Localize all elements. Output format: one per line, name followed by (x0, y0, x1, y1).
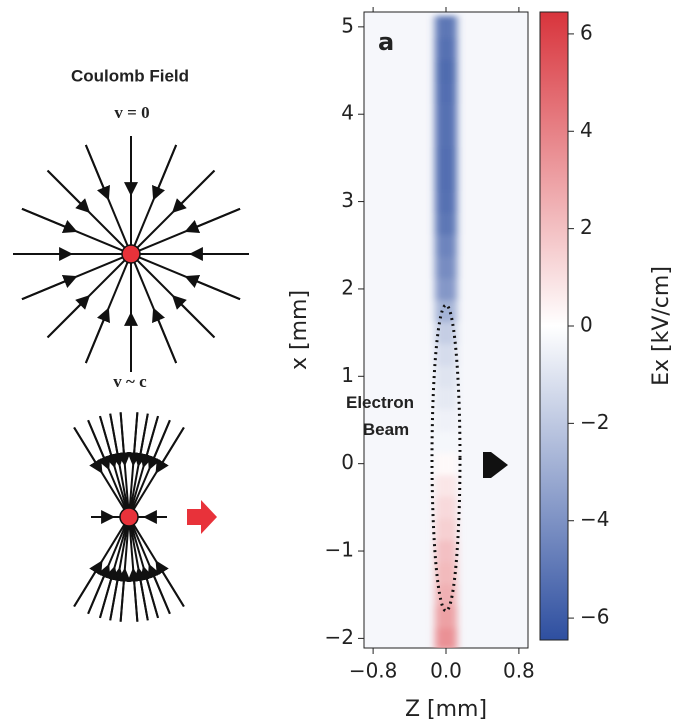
y-axis-label: x [mm] (287, 290, 312, 370)
field-cell (435, 103, 457, 126)
field-line (140, 565, 159, 619)
colorbar-tick-label: 6 (580, 20, 593, 44)
field-line (109, 413, 125, 468)
field-cell (435, 299, 457, 323)
field-line (99, 565, 118, 619)
field-cell (435, 561, 457, 585)
field-line (84, 307, 110, 364)
state-label: v ~ c (113, 372, 147, 391)
field-map (435, 15, 457, 648)
field-line (116, 567, 131, 622)
colorbar-label: Ex [kV/cm] (649, 266, 674, 386)
charge (121, 244, 141, 264)
colorbar-tick-label: −6 (580, 605, 609, 629)
beam-outline (430, 303, 462, 613)
y-tick-label: 2 (341, 275, 354, 299)
colorbar-tick-label: −4 (580, 507, 609, 531)
colorbar-tick-label: −2 (580, 410, 609, 434)
colorbar-tick-label: 0 (580, 313, 593, 337)
x-tick-label: 0.0 (430, 659, 462, 683)
field-cell (435, 125, 457, 148)
field-cell (435, 474, 457, 497)
field-cell (435, 518, 457, 541)
field-line (152, 307, 178, 364)
field-cell (435, 146, 457, 170)
coulomb-diagram: Coulomb Field v = 0 v ~ c (13, 66, 249, 622)
field-cell (435, 430, 457, 454)
field-line (99, 415, 118, 469)
colorbar (539, 11, 569, 641)
field-cell (435, 278, 457, 301)
field-line (152, 144, 178, 201)
field-line (46, 169, 91, 214)
field-cell (435, 496, 457, 519)
colorbar-tick-label: 2 (580, 215, 593, 239)
field-cell (435, 59, 457, 82)
field-line (127, 567, 142, 622)
field-cell (435, 409, 457, 432)
field-line (155, 560, 185, 608)
field-line (109, 566, 125, 621)
y-tick-label: 5 (341, 13, 354, 37)
field-cell (435, 37, 457, 61)
y-tick-label: −1 (325, 538, 354, 562)
field-line (87, 563, 111, 615)
field-line (127, 412, 142, 467)
field-line (184, 275, 241, 301)
field-cell (435, 256, 457, 279)
field-line (116, 412, 131, 467)
beam-arrow (483, 452, 508, 478)
field-line (133, 566, 149, 621)
field-line (184, 207, 241, 233)
field-line (73, 426, 103, 474)
panel-label: a (378, 28, 394, 56)
field-cell (435, 212, 457, 235)
field-line (21, 275, 78, 301)
field-line (133, 413, 149, 468)
field-line (21, 207, 78, 233)
field-cell (435, 81, 457, 104)
field-cell (435, 387, 457, 410)
y-tick-label: 3 (341, 188, 354, 212)
field-cell (435, 605, 457, 628)
y-tick-label: 1 (341, 363, 354, 387)
field-line (46, 294, 91, 339)
y-tick-label: 4 (341, 101, 354, 125)
y-tick-label: −2 (325, 625, 354, 649)
colorbar-tick-label: 4 (580, 118, 593, 142)
annotation: Electron Beam (346, 393, 414, 439)
charge (119, 507, 139, 527)
field-cell (435, 168, 457, 192)
field-cell (435, 452, 457, 476)
field-cell (435, 190, 457, 213)
field-line (147, 563, 171, 615)
field-cell (435, 15, 457, 39)
field-line (87, 419, 111, 471)
field-line (140, 415, 159, 469)
state-label: v = 0 (114, 103, 149, 122)
x-tick-label: −0.8 (349, 659, 398, 683)
x-tick-label: 0.8 (503, 659, 535, 683)
field-line (171, 169, 216, 214)
direction-arrow (187, 500, 217, 534)
field-line (155, 426, 185, 474)
field-line (84, 144, 110, 201)
y-tick-label: 0 (341, 450, 354, 474)
field-line (147, 419, 171, 471)
field-cell (435, 343, 457, 366)
field-cell (435, 583, 457, 607)
diagram-title: Coulomb Field (71, 66, 189, 85)
field-cell (435, 540, 457, 563)
field-cell (435, 627, 457, 648)
field-cell (435, 321, 457, 345)
field-cell (435, 365, 457, 388)
x-axis-label: Z [mm] (405, 697, 487, 722)
field-cell (435, 234, 457, 257)
field-line (171, 294, 216, 339)
field-line (73, 560, 103, 608)
